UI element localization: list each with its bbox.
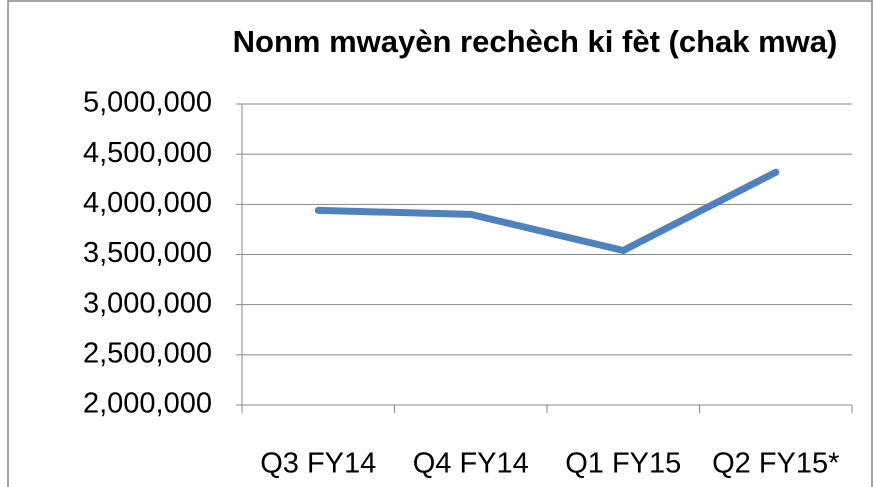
y-tick-label: 3,000,000 [83,287,212,319]
chart-frame [7,0,873,487]
y-tick-label: 5,000,000 [83,87,212,119]
x-tick-label: Q4 FY14 [413,448,529,480]
x-tick-label: Q1 FY15 [565,448,681,480]
data-line [314,168,780,254]
x-tick-label: Q2 FY15* [712,448,839,480]
y-tick-label: 4,500,000 [83,137,212,169]
x-tick-label: Q3 FY14 [260,448,376,480]
y-tick-label: 2,000,000 [83,388,212,420]
chart-title: Nonm mwayèn rechèch ki fèt (chak mwa) [232,24,838,59]
y-tick-label: 2,500,000 [83,337,212,369]
y-tick-label: 3,500,000 [83,237,212,269]
y-tick-label: 4,000,000 [83,187,212,219]
